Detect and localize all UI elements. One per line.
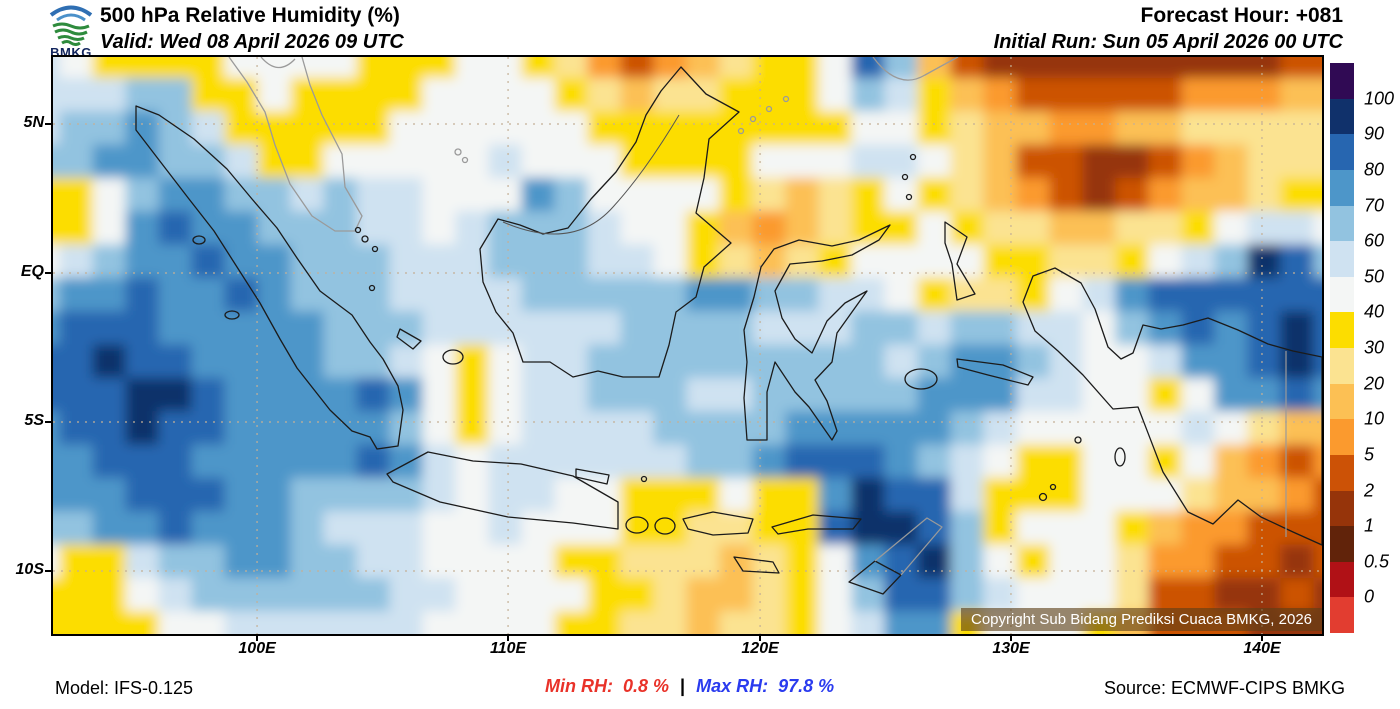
colorbar-segment [1330,98,1354,135]
colorbar-label: 50 [1364,266,1385,287]
colorbar-label: 0.5 [1364,551,1390,572]
colorbar-label: 5 [1364,444,1375,465]
x-tick [759,634,762,641]
small-islands [192,95,1126,502]
colorbar-label: 1 [1364,515,1375,536]
x-axis-label: 110E [490,640,527,657]
min-rh-label: Min RH: [545,676,613,696]
colorbar-segment [1330,241,1354,277]
colorbar-label: 2 [1364,480,1375,500]
y-tick [45,272,52,274]
max-rh-value: 97.8 % [778,676,835,696]
coastline-flores [771,514,862,535]
coastline-lombok [654,517,676,535]
colorbar-segment [1330,490,1354,527]
x-axis-label: 120E [741,640,779,657]
x-tick [1010,634,1012,641]
colorbar [1330,63,1354,633]
x-tick [507,634,510,641]
colorbar-segment [1330,205,1354,242]
y-tick [45,123,52,125]
coastline-timor-east [874,517,943,576]
bmkg-logo: BMKG [42,2,100,60]
colorbar-label: 80 [1364,159,1385,180]
coastline-papua [1022,267,1322,546]
min-rh-value: 0.8 % [623,676,670,696]
coastline-mindanao [872,57,959,81]
coastline-gulf-of-thailand [260,57,296,69]
y-axis-label: 5S [24,412,44,429]
colorbar-label: 10 [1364,408,1385,429]
forecast-hour-label: Forecast Hour: +081 [1140,4,1344,27]
coastline-java [386,451,619,530]
colorbar-segment [1330,597,1354,633]
colorbar-label: 30 [1364,337,1385,358]
colorbar-segment [1330,63,1354,99]
coastline-buru [904,368,938,390]
colorbar-label: 100 [1364,88,1395,109]
colorbar-segment [1330,169,1354,206]
y-axis-label: EQ [20,263,44,280]
colorbar-segment [1330,383,1354,420]
map-panel: Copyright Sub Bidang Prediksi Cuaca BMKG… [51,55,1324,636]
colorbar-segment [1330,454,1354,491]
colorbar-label: 70 [1364,195,1385,215]
colorbar-segment [1330,561,1354,598]
x-axis-label: 130E [992,640,1030,657]
x-axis-label: 140E [1243,640,1281,657]
coastline-sulawesi [743,224,891,441]
colorbar-label: 60 [1364,230,1385,251]
x-tick [256,634,259,641]
coastline-seram [956,358,1034,386]
coastline-malay-peninsula [228,57,363,232]
colorbar-label: 90 [1364,123,1385,144]
colorbar-label: 40 [1364,301,1385,322]
colorbar-segment [1330,312,1354,348]
humidity-field [53,57,1322,634]
bmkg-logo-icon [49,5,93,46]
minmax-annotation: Min RH: 0.8 % | Max RH: 97.8 % [545,676,834,697]
valid-time-label: Valid: Wed 08 April 2026 09 UTC [100,31,404,53]
colorbar-label: 20 [1364,373,1385,394]
colorbar-segment [1330,134,1354,170]
minmax-separator: | [680,676,686,696]
coastline-bali [625,516,649,534]
y-tick [45,570,52,572]
lat-lon-gridlines [53,57,1322,634]
coastline-sumatra [135,105,404,450]
y-axis-label: 5N [23,114,44,131]
humidity-field-svg [53,57,1322,634]
colorbar-segment [1330,348,1354,384]
coastline-sumbawa [682,511,754,536]
coastline-borneo [479,66,740,378]
x-tick [1261,634,1263,641]
page-title: 500 hPa Relative Humidity (%) [100,4,400,27]
coastline-sumba [733,556,780,574]
max-rh-label: Max RH: [696,676,769,696]
copyright-overlay: Copyright Sub Bidang Prediksi Cuaca BMKG… [960,608,1322,631]
coastlines [135,57,1322,595]
x-axis-label: 100E [238,640,276,657]
colorbar-segment [1330,276,1354,313]
y-tick [45,421,52,423]
coastline-halmahera [944,221,976,301]
model-label: Model: IFS-0.125 [55,678,194,698]
colorbar-segment [1330,419,1354,455]
initial-run-label: Initial Run: Sun 05 April 2026 00 UTC [993,31,1343,53]
colorbar-label: 0 [1364,586,1375,607]
coastline-madura [575,468,610,485]
y-axis-label: 10S [15,561,44,578]
colorbar-segment [1330,526,1354,562]
source-label: Source: ECMWF-CIPS BMKG [1103,678,1345,698]
border-kalimantan [502,114,680,235]
